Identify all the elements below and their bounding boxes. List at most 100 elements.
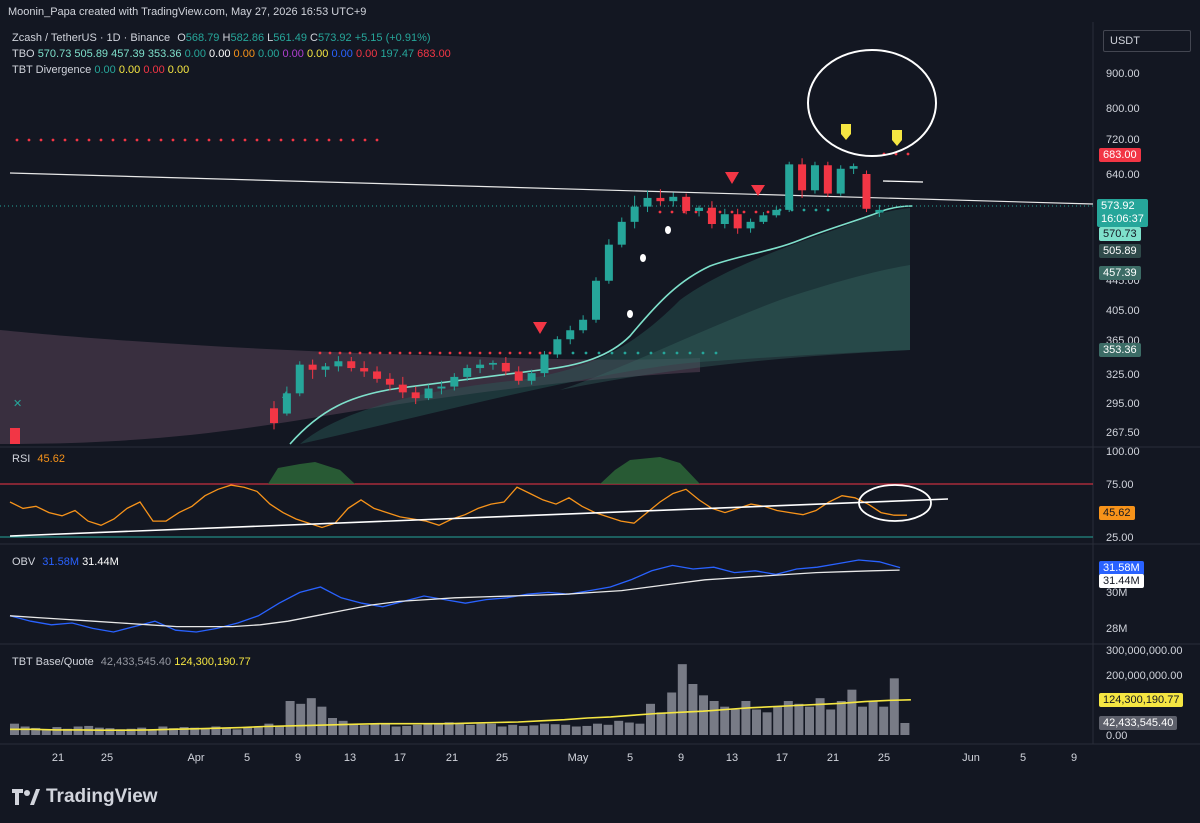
- drop-icon: [665, 226, 671, 234]
- candle: [617, 217, 626, 248]
- time-tick: 25: [101, 752, 113, 764]
- volume-bar: [465, 724, 475, 735]
- drop-icon: [627, 310, 633, 318]
- teal-band-inner: [560, 265, 910, 390]
- level-dot: [584, 351, 588, 355]
- level-dot: [255, 138, 259, 142]
- candle-body: [308, 364, 317, 370]
- rsi-tick: 75.00: [1106, 479, 1134, 491]
- level-dot: [219, 138, 223, 142]
- volume-bar: [391, 726, 401, 735]
- volume-name[interactable]: TBT Base/Quote: [12, 656, 94, 668]
- level-dot: [802, 208, 806, 212]
- volume-bar: [730, 709, 740, 735]
- volume-bar: [222, 727, 231, 735]
- tbo-legend[interactable]: TBO 570.73 505.89 457.39 353.36 0.00 0.0…: [12, 48, 451, 60]
- level-dot: [195, 138, 199, 142]
- cross-signal-icon: ✕: [13, 397, 22, 410]
- divergence-name[interactable]: TBT Divergence: [12, 64, 92, 76]
- candle-body: [630, 206, 639, 222]
- obv-value: 31.58M: [42, 556, 79, 568]
- time-axis: 21 25 Apr 5 9 13 17 21 25 May 5 9 13 17 …: [52, 752, 1077, 764]
- volume-bar: [614, 720, 624, 735]
- time-tick: 9: [295, 752, 301, 764]
- level-dot: [688, 351, 692, 355]
- level-dot: [658, 210, 662, 214]
- volume-tick: 200,000,000.00: [1106, 670, 1182, 682]
- volume-bar: [306, 698, 316, 735]
- volume-bar: [243, 727, 253, 735]
- level-dot: [338, 351, 342, 355]
- price-tick: 405.00: [1106, 305, 1140, 317]
- level-dot: [159, 138, 163, 142]
- candle: [424, 384, 433, 401]
- obv-line: [9, 559, 901, 633]
- rsi-overbought-fill: [600, 457, 700, 484]
- volume-bar: [328, 718, 337, 735]
- rsi-line: [9, 484, 907, 529]
- purple-band: [0, 330, 700, 444]
- volume-bar: [105, 728, 115, 735]
- time-tick: 9: [1071, 752, 1077, 764]
- obv-tick: 28M: [1106, 623, 1127, 635]
- low-label: L: [267, 32, 274, 44]
- level-dot: [682, 210, 686, 214]
- level-dot: [408, 351, 412, 355]
- level-dot: [538, 351, 542, 355]
- candlesticks: [10, 158, 884, 444]
- volume-bar: [232, 729, 242, 735]
- volume-bar: [444, 722, 454, 735]
- volume-bar: [656, 712, 666, 735]
- candle-body: [798, 164, 807, 191]
- high-value: 582.86: [230, 32, 265, 44]
- currency-button[interactable]: USDT: [1103, 30, 1191, 52]
- candle-body: [875, 209, 884, 213]
- obv-panel: [9, 559, 901, 633]
- candle: [785, 161, 794, 213]
- tbo-value: 0.00: [306, 48, 329, 60]
- rsi-name[interactable]: RSI: [12, 453, 31, 465]
- time-tick: 9: [678, 752, 684, 764]
- tbo-name[interactable]: TBO: [12, 48, 35, 60]
- volume-legend[interactable]: TBT Base/Quote 42,433,545.40 124,300,190…: [12, 656, 251, 668]
- obv-name[interactable]: OBV: [12, 556, 36, 568]
- level-dot: [303, 138, 307, 142]
- time-tick: 21: [52, 752, 64, 764]
- candle: [772, 206, 781, 218]
- level-dot: [623, 351, 627, 355]
- candle-body: [707, 207, 716, 225]
- volume-last-label: 42,433,545.40: [1099, 716, 1178, 730]
- candle-body: [501, 362, 510, 372]
- volume-bar: [635, 723, 645, 735]
- volume-bar: [73, 726, 83, 735]
- level-dot: [51, 138, 55, 142]
- time-tick: Apr: [187, 752, 204, 764]
- level-dot: [171, 138, 175, 142]
- rsi-legend[interactable]: RSI 45.62: [12, 453, 65, 465]
- time-tick: 21: [827, 752, 839, 764]
- tradingview-logo[interactable]: TradingView: [12, 786, 158, 808]
- tbo-value: 0.00: [233, 48, 255, 60]
- level-dot: [548, 351, 552, 355]
- volume-bar: [211, 726, 221, 735]
- volume-bar: [190, 727, 200, 735]
- candle-body: [321, 366, 330, 370]
- symbol-legend[interactable]: Zcash / TetherUS · 1D · Binance O568.79 …: [12, 32, 431, 44]
- candle: [540, 351, 549, 377]
- symbol-name[interactable]: Zcash / TetherUS · 1D · Binance: [12, 32, 171, 44]
- price-tick: 900.00: [1106, 68, 1140, 80]
- divergence-legend[interactable]: TBT Divergence 0.00 0.00 0.00 0.00: [12, 64, 189, 76]
- volume-bar: [582, 725, 592, 735]
- level-dot: [111, 138, 115, 142]
- candle-body: [334, 361, 343, 367]
- close-price: 573.92: [1101, 200, 1135, 212]
- volume-bar: [783, 701, 793, 735]
- obv-legend[interactable]: OBV 31.58M 31.44M: [12, 556, 119, 568]
- volume-bar: [826, 709, 836, 735]
- close-price-label: 573.92 16:06:37: [1097, 199, 1148, 227]
- obv-value-label: 31.58M: [1099, 561, 1144, 575]
- level-dot: [675, 351, 679, 355]
- price-tick: 640.00: [1106, 169, 1140, 181]
- volume-bar: [158, 726, 168, 735]
